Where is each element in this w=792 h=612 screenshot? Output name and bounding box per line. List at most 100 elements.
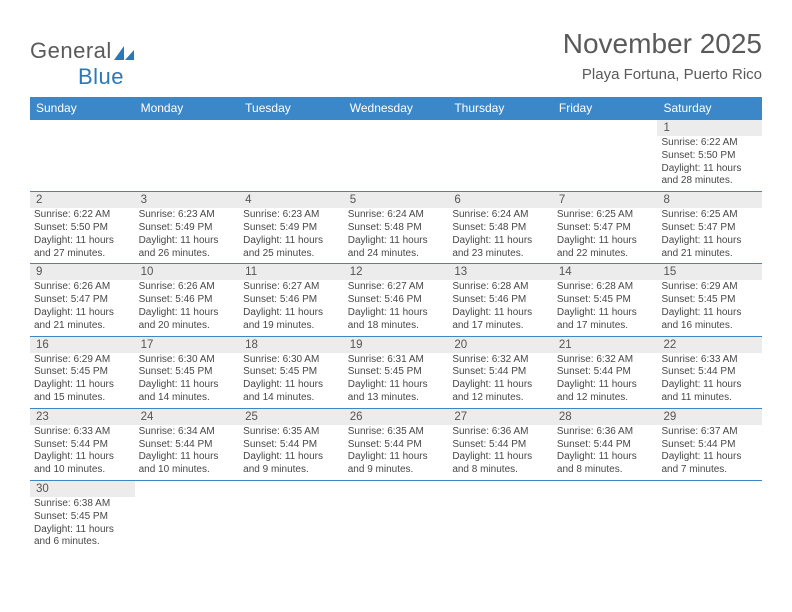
- weekday-header: Sunday Monday Tuesday Wednesday Thursday…: [30, 97, 762, 120]
- sunset-text: Sunset: 5:50 PM: [34, 222, 131, 235]
- day-cell: [448, 136, 553, 191]
- weekday-label: Friday: [553, 97, 658, 120]
- daylight-text: Daylight: 11 hours: [243, 379, 340, 392]
- sunrise-text: Sunrise: 6:25 AM: [557, 209, 654, 222]
- sunrise-text: Sunrise: 6:28 AM: [557, 281, 654, 294]
- sunrise-text: Sunrise: 6:24 AM: [452, 209, 549, 222]
- sunrise-text: Sunrise: 6:22 AM: [34, 209, 131, 222]
- day-number: 26: [344, 409, 449, 425]
- sunset-text: Sunset: 5:47 PM: [557, 222, 654, 235]
- sunset-text: Sunset: 5:45 PM: [661, 294, 758, 307]
- sunrise-text: Sunrise: 6:36 AM: [557, 426, 654, 439]
- daylight-text: Daylight: 11 hours: [34, 235, 131, 248]
- daylight-text: Daylight: 11 hours: [661, 235, 758, 248]
- daynum-row: 16171819202122: [30, 337, 762, 353]
- daynum-row: 9101112131415: [30, 264, 762, 280]
- day-number: 2: [30, 192, 135, 208]
- day-cell: Sunrise: 6:28 AMSunset: 5:45 PMDaylight:…: [553, 280, 658, 335]
- day-number: 29: [657, 409, 762, 425]
- day-cell: Sunrise: 6:26 AMSunset: 5:46 PMDaylight:…: [135, 280, 240, 335]
- day-cell: Sunrise: 6:36 AMSunset: 5:44 PMDaylight:…: [448, 425, 553, 480]
- day-cell: [239, 497, 344, 552]
- daylight-text: Daylight: 11 hours: [557, 379, 654, 392]
- daylight-text: Daylight: 11 hours: [452, 379, 549, 392]
- daylight-text: Daylight: 11 hours: [243, 451, 340, 464]
- day-number: 28: [553, 409, 658, 425]
- daylight-text: Daylight: 11 hours: [348, 307, 445, 320]
- sunrise-text: Sunrise: 6:35 AM: [243, 426, 340, 439]
- day-number: 14: [553, 264, 658, 280]
- day-number: [657, 481, 762, 497]
- sunset-text: Sunset: 5:45 PM: [557, 294, 654, 307]
- daylight-text: and 26 minutes.: [139, 248, 236, 261]
- daylight-text: and 17 minutes.: [557, 320, 654, 333]
- day-number: 27: [448, 409, 553, 425]
- day-cell: [239, 136, 344, 191]
- day-number: 9: [30, 264, 135, 280]
- daylight-text: Daylight: 11 hours: [243, 307, 340, 320]
- day-cell: Sunrise: 6:32 AMSunset: 5:44 PMDaylight:…: [553, 353, 658, 408]
- sunrise-text: Sunrise: 6:22 AM: [661, 137, 758, 150]
- daylight-text: Daylight: 11 hours: [557, 451, 654, 464]
- day-cell: [657, 497, 762, 552]
- day-number: 25: [239, 409, 344, 425]
- weekday-label: Tuesday: [239, 97, 344, 120]
- logo-text-general: General: [30, 38, 112, 63]
- day-number: [239, 120, 344, 136]
- daylight-text: and 22 minutes.: [557, 248, 654, 261]
- sunset-text: Sunset: 5:45 PM: [34, 366, 131, 379]
- day-cell: Sunrise: 6:35 AMSunset: 5:44 PMDaylight:…: [239, 425, 344, 480]
- sunrise-text: Sunrise: 6:32 AM: [557, 354, 654, 367]
- daylight-text: Daylight: 11 hours: [139, 235, 236, 248]
- daylight-text: and 25 minutes.: [243, 248, 340, 261]
- sunrise-text: Sunrise: 6:24 AM: [348, 209, 445, 222]
- day-cell: Sunrise: 6:33 AMSunset: 5:44 PMDaylight:…: [30, 425, 135, 480]
- daynum-row: 2345678: [30, 192, 762, 208]
- sunset-text: Sunset: 5:46 PM: [243, 294, 340, 307]
- daylight-text: Daylight: 11 hours: [139, 307, 236, 320]
- daylight-text: and 7 minutes.: [661, 464, 758, 477]
- sunset-text: Sunset: 5:45 PM: [139, 366, 236, 379]
- daylight-text: and 23 minutes.: [452, 248, 549, 261]
- sunrise-text: Sunrise: 6:32 AM: [452, 354, 549, 367]
- sunset-text: Sunset: 5:49 PM: [139, 222, 236, 235]
- day-cell: Sunrise: 6:36 AMSunset: 5:44 PMDaylight:…: [553, 425, 658, 480]
- day-cell: Sunrise: 6:33 AMSunset: 5:44 PMDaylight:…: [657, 353, 762, 408]
- day-number: 3: [135, 192, 240, 208]
- daynum-row: 30: [30, 481, 762, 497]
- sunrise-text: Sunrise: 6:30 AM: [139, 354, 236, 367]
- sunset-text: Sunset: 5:44 PM: [452, 366, 549, 379]
- day-number: 10: [135, 264, 240, 280]
- sunrise-text: Sunrise: 6:28 AM: [452, 281, 549, 294]
- daylight-text: and 9 minutes.: [243, 464, 340, 477]
- daylight-text: Daylight: 11 hours: [661, 163, 758, 176]
- day-number: 7: [553, 192, 658, 208]
- day-cell: Sunrise: 6:25 AMSunset: 5:47 PMDaylight:…: [553, 208, 658, 263]
- day-number: 1: [657, 120, 762, 136]
- calendar-grid: 1Sunrise: 6:22 AMSunset: 5:50 PMDaylight…: [30, 120, 762, 552]
- day-cell: Sunrise: 6:38 AMSunset: 5:45 PMDaylight:…: [30, 497, 135, 552]
- sunset-text: Sunset: 5:49 PM: [243, 222, 340, 235]
- daylight-text: and 27 minutes.: [34, 248, 131, 261]
- week-row: Sunrise: 6:22 AMSunset: 5:50 PMDaylight:…: [30, 208, 762, 264]
- sunrise-text: Sunrise: 6:29 AM: [661, 281, 758, 294]
- page-title: November 2025: [30, 28, 762, 60]
- day-cell: Sunrise: 6:29 AMSunset: 5:45 PMDaylight:…: [30, 353, 135, 408]
- sunset-text: Sunset: 5:45 PM: [348, 366, 445, 379]
- day-number: [239, 481, 344, 497]
- weekday-label: Sunday: [30, 97, 135, 120]
- daylight-text: Daylight: 11 hours: [452, 451, 549, 464]
- weekday-label: Thursday: [448, 97, 553, 120]
- sunset-text: Sunset: 5:46 PM: [139, 294, 236, 307]
- day-number: [344, 481, 449, 497]
- day-number: 6: [448, 192, 553, 208]
- day-number: 13: [448, 264, 553, 280]
- sunset-text: Sunset: 5:48 PM: [452, 222, 549, 235]
- daylight-text: Daylight: 11 hours: [661, 379, 758, 392]
- week-row: Sunrise: 6:22 AMSunset: 5:50 PMDaylight:…: [30, 136, 762, 192]
- sunset-text: Sunset: 5:50 PM: [661, 150, 758, 163]
- sunset-text: Sunset: 5:44 PM: [661, 366, 758, 379]
- daylight-text: and 13 minutes.: [348, 392, 445, 405]
- sunrise-text: Sunrise: 6:23 AM: [243, 209, 340, 222]
- sunrise-text: Sunrise: 6:35 AM: [348, 426, 445, 439]
